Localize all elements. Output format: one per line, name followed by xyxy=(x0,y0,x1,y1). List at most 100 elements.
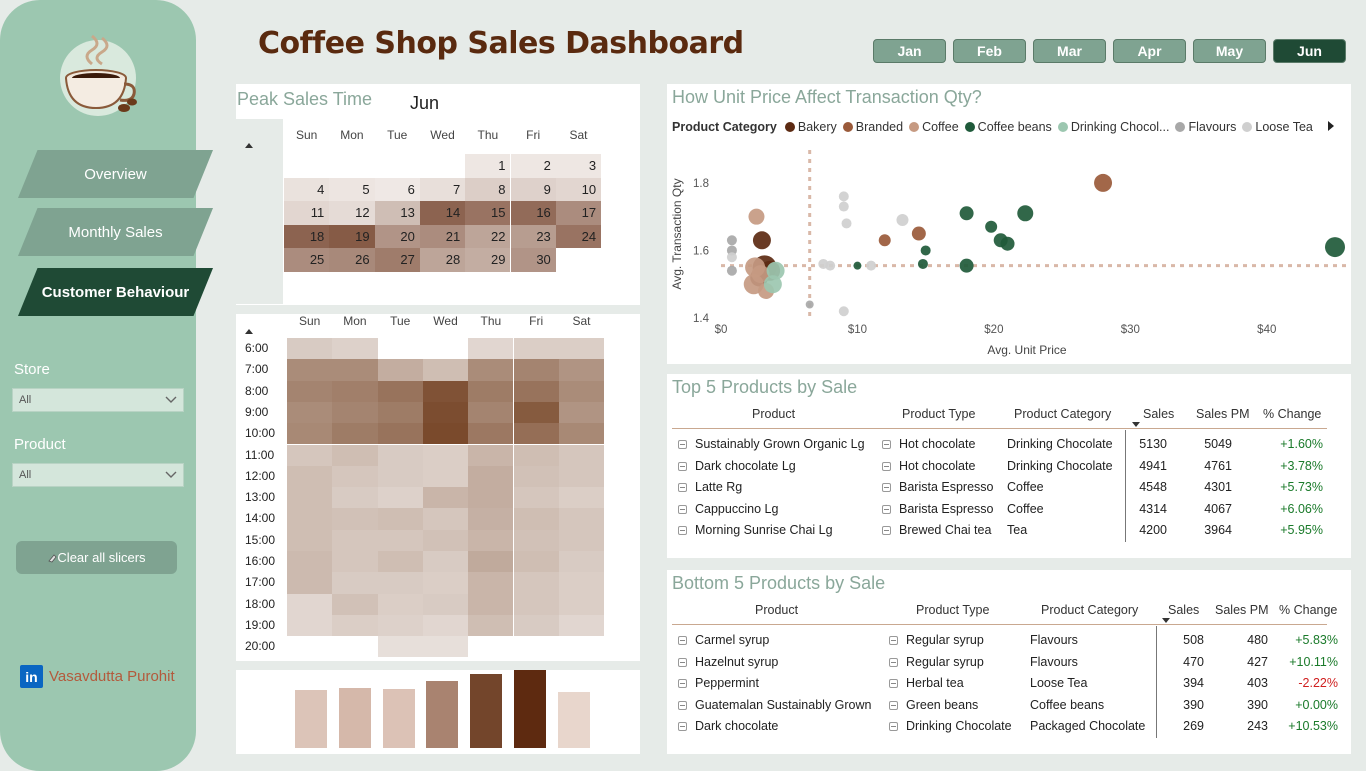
weekday-bar[interactable] xyxy=(470,673,503,748)
hour-heat-cell[interactable] xyxy=(287,401,333,424)
sort-down-icon[interactable] xyxy=(1162,618,1170,624)
hour-heat-cell[interactable] xyxy=(422,593,469,615)
hour-heat-cell[interactable] xyxy=(468,444,514,466)
hour-heat-cell[interactable] xyxy=(287,529,333,551)
hour-heat-cell[interactable] xyxy=(468,508,514,530)
legend-item[interactable]: Coffee beans xyxy=(964,120,1052,134)
hour-heat-cell[interactable] xyxy=(558,508,605,530)
hour-heat-cell[interactable] xyxy=(513,614,559,637)
hour-heat-cell[interactable] xyxy=(468,614,514,637)
hour-heat-cell[interactable] xyxy=(468,529,514,551)
hour-heat-cell[interactable] xyxy=(558,359,605,381)
calendar-day-cell[interactable]: 14 xyxy=(419,201,466,225)
scatter-point[interactable] xyxy=(752,231,771,250)
hour-heat-cell[interactable] xyxy=(558,487,605,509)
hour-heat-cell[interactable] xyxy=(558,465,605,488)
collapse-icon[interactable] xyxy=(678,657,687,667)
hour-heat-cell[interactable] xyxy=(377,572,423,594)
hour-heat-cell[interactable] xyxy=(513,423,559,445)
collapse-icon[interactable] xyxy=(678,636,687,645)
hour-heat-cell[interactable] xyxy=(422,444,469,466)
hour-heat-cell[interactable] xyxy=(468,359,514,381)
hour-heat-cell[interactable] xyxy=(377,423,423,445)
hour-heat-cell[interactable] xyxy=(558,551,605,573)
hour-heat-cell[interactable] xyxy=(332,359,378,381)
column-header[interactable]: % Change xyxy=(1279,603,1338,617)
collapse-icon[interactable] xyxy=(889,657,898,667)
column-header[interactable]: Product Type xyxy=(902,407,976,421)
scatter-point[interactable] xyxy=(726,252,737,263)
hour-heat-cell[interactable] xyxy=(468,551,514,573)
hour-heat-cell[interactable] xyxy=(558,444,605,466)
scatter-point[interactable] xyxy=(726,235,737,246)
legend-item[interactable]: Drinking Chocol... xyxy=(1057,120,1169,134)
hour-heat-cell[interactable] xyxy=(377,551,423,573)
hour-heat-cell[interactable] xyxy=(287,338,333,360)
calendar-day-cell[interactable]: 7 xyxy=(419,177,466,201)
hour-heat-cell[interactable] xyxy=(422,508,469,530)
column-header[interactable]: % Change xyxy=(1263,407,1322,421)
calendar-day-cell[interactable]: 1 xyxy=(465,154,511,178)
calendar-day-cell[interactable]: 20 xyxy=(374,224,420,248)
column-header[interactable]: Sales PM xyxy=(1196,407,1250,421)
collapse-icon[interactable] xyxy=(678,679,687,688)
hour-heat-cell[interactable] xyxy=(287,614,333,637)
scatter-point[interactable] xyxy=(878,234,891,247)
hour-heat-cell[interactable] xyxy=(332,551,378,573)
hour-heat-cell[interactable] xyxy=(422,529,469,551)
hour-heat-cell[interactable] xyxy=(332,380,378,402)
hour-heat-cell[interactable] xyxy=(513,508,559,530)
calendar-day-cell[interactable]: 6 xyxy=(374,177,420,201)
hour-heat-cell[interactable] xyxy=(287,423,333,445)
hour-heat-cell[interactable] xyxy=(332,614,378,637)
hour-heat-cell[interactable] xyxy=(287,380,333,402)
calendar-day-cell[interactable]: 4 xyxy=(284,177,330,201)
hour-heat-cell[interactable] xyxy=(558,572,605,594)
scatter-point[interactable] xyxy=(1017,205,1034,222)
product-slicer[interactable]: All xyxy=(12,463,184,487)
collapse-icon[interactable] xyxy=(882,504,891,514)
scatter-point[interactable] xyxy=(726,265,737,276)
hour-heat-cell[interactable] xyxy=(287,487,333,509)
legend-item[interactable]: Branded xyxy=(842,120,903,134)
calendar-day-cell[interactable]: 3 xyxy=(555,154,602,178)
collapse-icon[interactable] xyxy=(678,700,687,710)
scatter-point[interactable] xyxy=(838,191,849,202)
hour-heat-cell[interactable] xyxy=(513,380,559,402)
scatter-point[interactable] xyxy=(838,306,849,317)
hour-heat-cell[interactable] xyxy=(422,380,469,402)
hour-heat-cell[interactable] xyxy=(468,465,514,488)
calendar-day-cell[interactable]: 23 xyxy=(510,224,556,248)
calendar-day-cell[interactable]: 18 xyxy=(284,224,330,248)
hour-heat-cell[interactable] xyxy=(422,401,469,424)
collapse-icon[interactable] xyxy=(882,461,891,471)
sort-up-icon[interactable] xyxy=(245,142,253,148)
calendar-day-cell[interactable]: 22 xyxy=(465,224,511,248)
hour-heat-cell[interactable] xyxy=(558,380,605,402)
calendar-day-cell[interactable]: 25 xyxy=(284,248,330,272)
legend-item[interactable]: Coffee xyxy=(909,120,959,134)
hour-heat-cell[interactable] xyxy=(513,338,559,360)
nav-monthly-sales[interactable]: Monthly Sales xyxy=(18,208,213,256)
store-slicer[interactable]: All xyxy=(12,388,184,412)
scatter-point[interactable] xyxy=(748,208,765,225)
collapse-icon[interactable] xyxy=(889,679,898,688)
hour-heat-cell[interactable] xyxy=(377,529,423,551)
calendar-day-cell[interactable]: 28 xyxy=(419,248,466,272)
hour-heat-cell[interactable] xyxy=(513,401,559,424)
hour-heat-cell[interactable] xyxy=(468,572,514,594)
hour-heat-cell[interactable] xyxy=(468,423,514,445)
nav-overview[interactable]: Overview xyxy=(18,150,213,198)
hour-heat-cell[interactable] xyxy=(468,380,514,402)
calendar-day-cell[interactable]: 9 xyxy=(510,177,556,201)
scatter-point[interactable] xyxy=(805,300,814,309)
collapse-icon[interactable] xyxy=(678,722,687,731)
calendar-day-cell[interactable]: 26 xyxy=(329,248,375,272)
hour-heat-cell[interactable] xyxy=(468,401,514,424)
calendar-day-cell[interactable]: 29 xyxy=(465,248,511,272)
calendar-day-cell[interactable]: 19 xyxy=(329,224,375,248)
hour-heat-cell[interactable] xyxy=(332,465,378,488)
column-header[interactable]: Sales xyxy=(1168,603,1200,617)
scatter-point[interactable] xyxy=(866,260,877,271)
sort-up-icon[interactable] xyxy=(245,328,253,334)
